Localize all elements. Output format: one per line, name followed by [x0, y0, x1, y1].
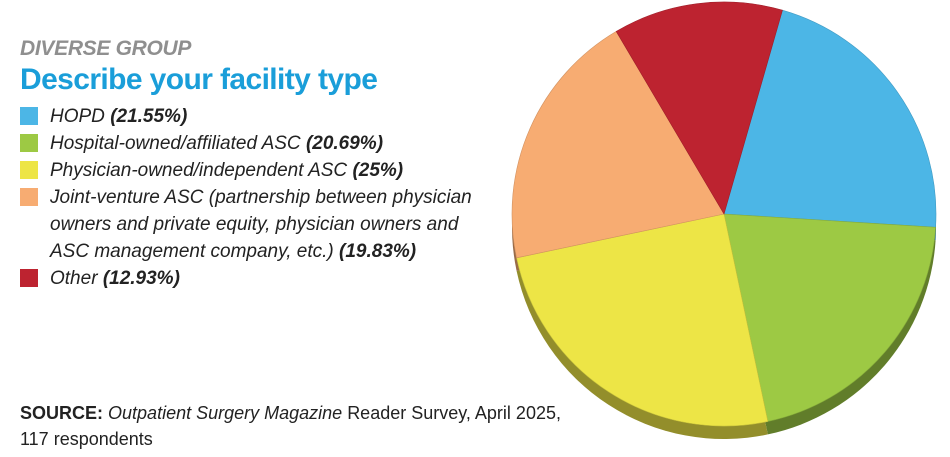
legend-value-other: (12.93%)	[102, 268, 180, 289]
source-details: Reader Survey, April 2025, 117 responden…	[20, 403, 561, 449]
pie-slice-other	[615, 1, 783, 215]
chart-title: Describe your facility type	[20, 63, 378, 96]
legend-item-hopd: HOPD (21.55%)	[20, 103, 490, 130]
legend-swatch-physician-owned-asc	[20, 161, 38, 179]
source-publication: Outpatient Surgery Magazine	[108, 403, 343, 423]
legend-label-joint-venture-asc: Joint-venture ASC (partnership between p…	[50, 187, 472, 262]
legend-swatch-joint-venture-asc	[20, 188, 38, 206]
legend-item-joint-venture-asc: Joint-venture ASC (partnership between p…	[20, 184, 490, 265]
kicker: DIVERSE GROUP	[20, 37, 192, 60]
legend-item-hospital-owned-asc: Hospital-owned/affiliated ASC (20.69%)	[20, 130, 490, 157]
legend-item-physician-owned-asc: Physician-owned/independent ASC (25%)	[20, 157, 490, 184]
legend-swatch-hospital-owned-asc	[20, 134, 38, 152]
legend-label-hopd: HOPD	[50, 106, 105, 127]
legend-value-hospital-owned-asc: (20.69%)	[305, 133, 384, 154]
pie-slice-hopd	[723, 9, 937, 228]
legend-label-physician-owned-asc: Physician-owned/independent ASC	[50, 160, 348, 181]
legend-value-joint-venture-asc: (19.83%)	[339, 241, 417, 262]
legend-swatch-other	[20, 269, 38, 287]
legend-value-hopd: (21.55%)	[110, 106, 188, 127]
source-label: SOURCE:	[20, 403, 104, 423]
legend-swatch-hopd	[20, 107, 38, 125]
legend-label-hospital-owned-asc: Hospital-owned/affiliated ASC	[50, 133, 301, 154]
legend-item-other: Other (12.93%)	[20, 265, 490, 292]
pie-slice-physician-owned-asc	[516, 213, 769, 427]
pie-slice-joint-venture-asc	[511, 31, 725, 259]
legend-value-physician-owned-asc: (25%)	[352, 160, 404, 181]
source-note: SOURCE: Outpatient Surgery Magazine Read…	[20, 400, 580, 452]
legend: HOPD (21.55%) Hospital-owned/affiliated …	[20, 103, 490, 292]
pie-slice-hospital-owned-asc	[723, 213, 936, 422]
legend-label-other: Other	[50, 268, 98, 289]
